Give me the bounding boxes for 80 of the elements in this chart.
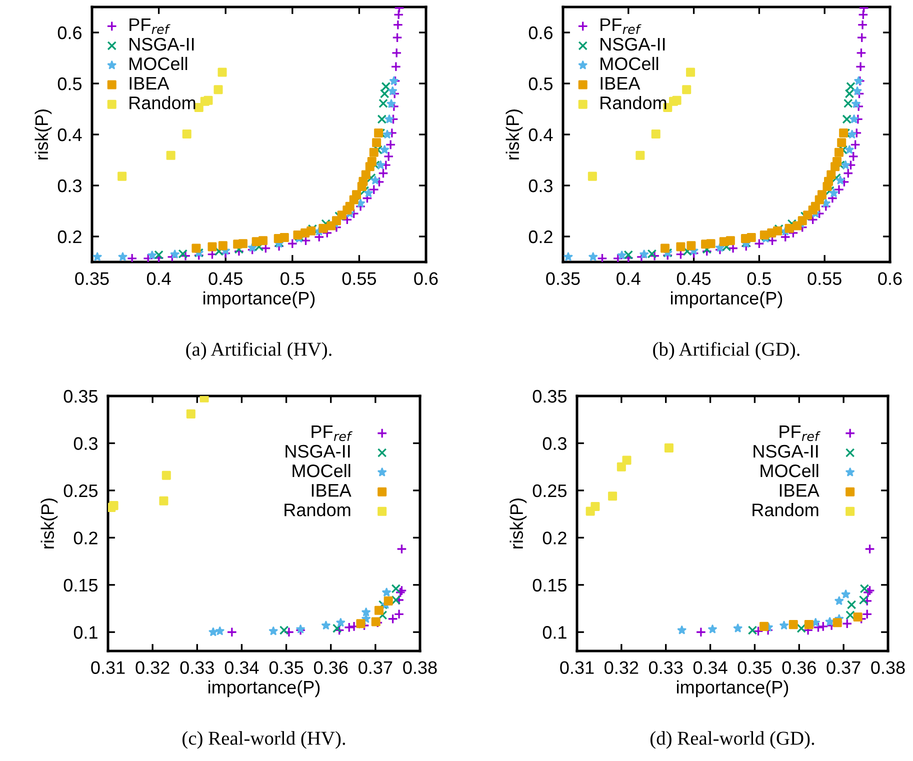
y-tick-label: 0.1 bbox=[542, 626, 566, 639]
y-tick-label: 0.5 bbox=[528, 77, 553, 90]
x-axis-title: importance(P) bbox=[204, 291, 315, 308]
y-tick-label: 0.2 bbox=[542, 532, 566, 544]
legend-label: PF$_{ref}$ bbox=[780, 426, 820, 442]
x-tick-label: 0.6 bbox=[878, 272, 902, 285]
y-tick-label: 0.3 bbox=[542, 437, 566, 450]
y-tick-label: 0.3 bbox=[74, 437, 98, 450]
y-tick-label: 0.4 bbox=[58, 128, 82, 142]
legend-label: Random bbox=[600, 96, 666, 110]
legend-label: IBEA bbox=[130, 77, 170, 90]
legend-label: Random bbox=[752, 503, 818, 516]
x-tick-label: 0.45 bbox=[676, 272, 711, 285]
x-tick-label: 0.5 bbox=[280, 272, 304, 285]
x-tick-label: 0.31 bbox=[560, 661, 594, 674]
legend-label: Random bbox=[130, 96, 196, 110]
legend-label: NSGA-II bbox=[130, 38, 194, 51]
y-tick-label: 0.15 bbox=[532, 578, 567, 592]
x-tick-label: 0.55 bbox=[808, 272, 842, 285]
x-axis-title: importance(P) bbox=[677, 680, 788, 698]
x-tick-label: 0.36 bbox=[314, 661, 348, 674]
x-axis-title: importance(P) bbox=[671, 291, 782, 308]
x-tick-label: 0.38 bbox=[871, 661, 905, 674]
y-tick-label: 0.2 bbox=[528, 230, 552, 244]
y-tick-label: 0.1 bbox=[74, 626, 98, 639]
y-tick-label: 0.3 bbox=[528, 179, 552, 192]
x-tick-label: 0.55 bbox=[342, 272, 376, 285]
y-axis-title: risk(P) bbox=[34, 110, 52, 160]
y-tick-label: 0.3 bbox=[58, 179, 82, 192]
y-tick-label: 0.35 bbox=[532, 390, 567, 403]
y-tick-label: 0.35 bbox=[64, 390, 98, 403]
x-tick-label: 0.5 bbox=[747, 272, 771, 285]
x-tick-label: 0.6 bbox=[414, 272, 438, 285]
legend-label: NSGA-II bbox=[754, 444, 818, 458]
legend-label: MOCell bbox=[760, 464, 818, 478]
text: (b) Artificial (GD). bbox=[653, 342, 800, 360]
y-axis-title: risk(P) bbox=[510, 498, 527, 548]
legend-label: NSGA-II bbox=[286, 444, 350, 458]
x-tick-label: 0.35 bbox=[738, 661, 772, 674]
y-tick-label: 0.4 bbox=[528, 128, 553, 142]
text: (c) Real-world (HV). bbox=[182, 731, 346, 749]
x-tick-label: 0.32 bbox=[136, 661, 170, 674]
y-tick-label: 0.25 bbox=[532, 484, 567, 498]
x-tick-label: 0.37 bbox=[358, 661, 392, 674]
y-axis-title: risk(P) bbox=[40, 498, 58, 548]
y-tick-label: 0.6 bbox=[528, 26, 552, 40]
legend-label: MOCell bbox=[292, 464, 350, 478]
legend-label: PF$_{ref}$ bbox=[312, 426, 352, 442]
text: (a) Artificial (HV). bbox=[186, 342, 332, 360]
x-tick-label: 0.34 bbox=[224, 661, 259, 674]
y-tick-label: 0.6 bbox=[58, 26, 82, 40]
x-tick-label: 0.34 bbox=[693, 661, 728, 674]
y-tick-label: 0.25 bbox=[64, 484, 98, 498]
x-tick-label: 0.45 bbox=[208, 272, 242, 285]
y-axis-title: risk(P) bbox=[506, 110, 523, 160]
x-tick-label: 0.36 bbox=[782, 661, 816, 674]
x-tick-label: 0.35 bbox=[269, 661, 304, 674]
legend-label: PF$_{ref}$ bbox=[130, 18, 170, 34]
legend-label: MOCell bbox=[130, 56, 188, 70]
x-axis-title: importance(P) bbox=[208, 680, 320, 698]
y-tick-label: 0.5 bbox=[58, 77, 82, 90]
y-tick-label: 0.15 bbox=[64, 578, 98, 592]
x-tick-label: 0.33 bbox=[180, 661, 214, 674]
text: (d) Real-world (GD). bbox=[650, 731, 814, 749]
y-tick-label: 0.2 bbox=[58, 230, 82, 244]
legend-label: MOCell bbox=[600, 56, 658, 70]
legend-label: Random bbox=[284, 503, 350, 516]
x-tick-label: 0.32 bbox=[604, 661, 638, 674]
x-tick-label: 0.4 bbox=[616, 272, 640, 285]
x-tick-label: 0.38 bbox=[403, 661, 437, 674]
legend-label: NSGA-II bbox=[600, 38, 665, 51]
legend-label: PF$_{ref}$ bbox=[600, 18, 642, 34]
x-tick-label: 0.4 bbox=[146, 272, 171, 285]
legend-label: IBEA bbox=[600, 77, 640, 90]
x-tick-label: 0.31 bbox=[91, 661, 125, 674]
legend-label: IBEA bbox=[312, 484, 352, 497]
legend-label: IBEA bbox=[780, 484, 820, 497]
y-tick-label: 0.2 bbox=[74, 532, 98, 544]
x-tick-label: 0.37 bbox=[826, 661, 860, 674]
x-tick-label: 0.33 bbox=[648, 661, 683, 674]
